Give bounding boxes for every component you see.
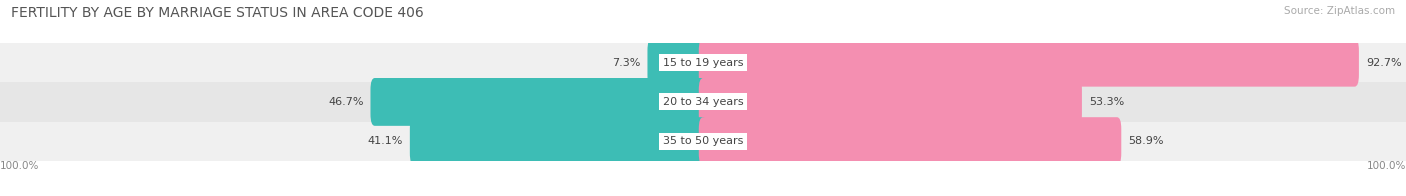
Text: 58.9%: 58.9% bbox=[1129, 136, 1164, 146]
Text: 7.3%: 7.3% bbox=[612, 58, 641, 68]
Bar bbox=[0, 43, 1406, 82]
FancyBboxPatch shape bbox=[648, 39, 707, 87]
FancyBboxPatch shape bbox=[371, 78, 707, 126]
FancyBboxPatch shape bbox=[699, 117, 1122, 165]
FancyBboxPatch shape bbox=[411, 117, 707, 165]
Bar bbox=[0, 122, 1406, 161]
Text: FERTILITY BY AGE BY MARRIAGE STATUS IN AREA CODE 406: FERTILITY BY AGE BY MARRIAGE STATUS IN A… bbox=[11, 6, 425, 20]
Bar bbox=[0, 82, 1406, 122]
Text: Source: ZipAtlas.com: Source: ZipAtlas.com bbox=[1284, 6, 1395, 16]
Text: 53.3%: 53.3% bbox=[1090, 97, 1125, 107]
Text: 20 to 34 years: 20 to 34 years bbox=[662, 97, 744, 107]
Text: 100.0%: 100.0% bbox=[0, 161, 39, 171]
FancyBboxPatch shape bbox=[699, 78, 1083, 126]
Text: 46.7%: 46.7% bbox=[328, 97, 363, 107]
FancyBboxPatch shape bbox=[699, 39, 1360, 87]
Text: 41.1%: 41.1% bbox=[367, 136, 404, 146]
Text: 15 to 19 years: 15 to 19 years bbox=[662, 58, 744, 68]
Text: 35 to 50 years: 35 to 50 years bbox=[662, 136, 744, 146]
Text: 92.7%: 92.7% bbox=[1365, 58, 1402, 68]
Text: 100.0%: 100.0% bbox=[1367, 161, 1406, 171]
